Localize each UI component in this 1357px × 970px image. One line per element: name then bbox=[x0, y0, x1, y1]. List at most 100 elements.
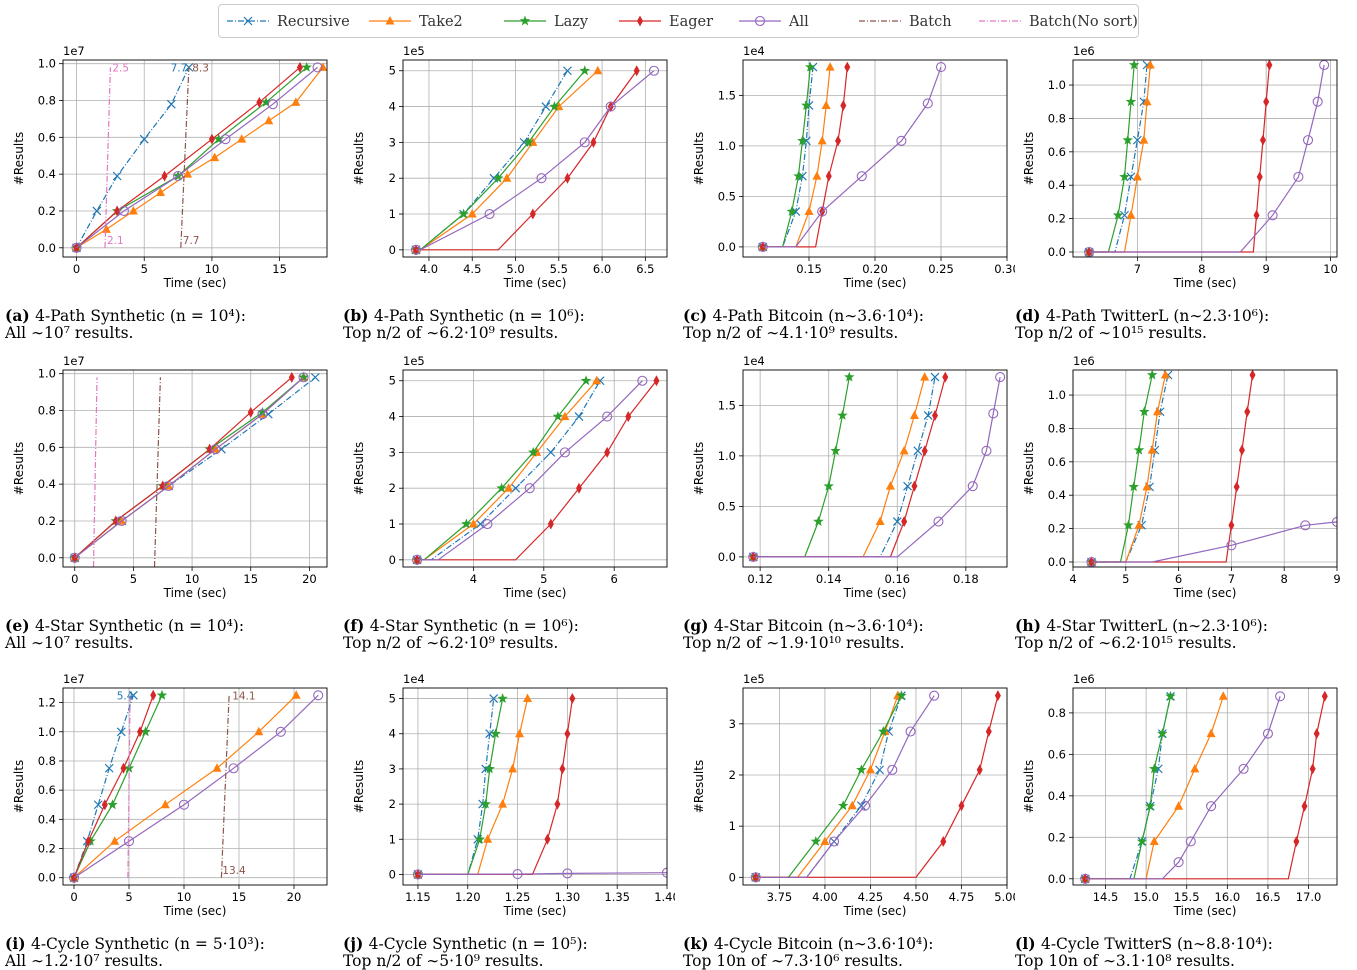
data-point-take2 bbox=[128, 205, 138, 215]
x-tick-label: 1.25 bbox=[505, 890, 531, 904]
x-tick-label: 0.15 bbox=[796, 262, 822, 276]
data-point-all bbox=[412, 869, 423, 880]
y-tick-label: 5 bbox=[389, 64, 396, 78]
y-tick-label: 0.0 bbox=[1048, 872, 1066, 886]
data-point-all bbox=[210, 444, 221, 455]
chart-caption-c: (c) 4-Path Bitcoin (n∼3.6·10⁴): Top n/2 o… bbox=[683, 307, 924, 342]
y-tick-label: 1 bbox=[389, 517, 396, 531]
data-point-lazy bbox=[1122, 134, 1133, 145]
series-line-all bbox=[416, 70, 655, 251]
chart-svg-f: 4 5 6 0 1 2 3 4 5 1e5 Time (sec) #Results bbox=[352, 354, 668, 600]
chart-panel-h: 4 5 6 7 8 9 0.0 0.2 0.4 0.6 0.8 1.0 1e6 Time (sec) #Re… bbox=[1015, 350, 1345, 609]
data-point-recursive bbox=[574, 412, 584, 421]
data-point-recursive bbox=[166, 99, 176, 109]
data-point-lazy bbox=[301, 61, 312, 72]
data-point-eager bbox=[1266, 60, 1273, 71]
caption-line-1: 4-Path Synthetic (n = 10⁶): bbox=[373, 307, 585, 325]
series-line-lazy bbox=[73, 695, 163, 878]
y-tick-label: 1 bbox=[389, 832, 396, 846]
data-point-all bbox=[118, 205, 129, 217]
data-point-lazy bbox=[492, 172, 504, 183]
data-point-eager bbox=[750, 551, 757, 563]
data-point-take2 bbox=[1126, 210, 1136, 219]
data-point-take2 bbox=[498, 799, 508, 808]
data-point-eager bbox=[958, 800, 965, 812]
caption-line-1: 4-Cycle Synthetic (n = 10⁵): bbox=[368, 935, 588, 953]
data-point-all bbox=[748, 551, 759, 562]
x-tick-label: 1.15 bbox=[405, 890, 431, 904]
chart-panel-g: 0.12 0.14 0.16 0.18 0.0 0.5 1.0 1.5 1e4 Time (sec… bbox=[685, 350, 1015, 609]
plot-frame bbox=[62, 59, 328, 258]
series-line-take2 bbox=[417, 380, 598, 561]
data-point-eager bbox=[296, 61, 303, 73]
caption-label: (g) bbox=[683, 616, 714, 635]
data-point-take2 bbox=[483, 834, 493, 843]
data-point-eager bbox=[208, 133, 215, 145]
x-tick-label: 9 bbox=[1333, 572, 1340, 586]
plot-frame bbox=[1072, 59, 1338, 258]
x-tick-label: 14.5 bbox=[1093, 890, 1119, 904]
x-tick-label: 7 bbox=[1228, 572, 1235, 586]
data-point-take2 bbox=[1139, 135, 1149, 144]
series-line-eager bbox=[417, 698, 573, 875]
caption-label: (j) bbox=[343, 934, 369, 953]
data-point-eager bbox=[288, 371, 295, 383]
series-line-eager bbox=[1085, 696, 1326, 880]
chart-caption-i: (i) 4-Cycle Synthetic (n = 5·10³): All ∼1… bbox=[5, 935, 265, 970]
data-point-lazy bbox=[480, 798, 491, 809]
chart-panel-a: 0 5 10 15 0.0 0.2 0.4 0.6 0.8 1.0 2.5 7.7 8.3 2.1 7.7 1… bbox=[5, 40, 335, 299]
data-point-recursive bbox=[903, 481, 912, 491]
data-point-take2 bbox=[804, 206, 814, 216]
y-tick-label: 0.8 bbox=[38, 754, 56, 768]
data-point-all bbox=[228, 763, 239, 774]
chart-svg-c: 0.15 0.20 0.25 0.30 0.0 0.5 1.0 1.5 1e4 Time (sec… bbox=[692, 44, 1020, 290]
caption-line-1: 4-Path Synthetic (n = 10⁴): bbox=[35, 307, 246, 325]
data-point-recursive bbox=[511, 483, 521, 493]
data-point-lazy bbox=[484, 763, 495, 774]
plot-frame bbox=[62, 369, 328, 568]
legend-label-lazy: Lazy bbox=[554, 14, 589, 30]
data-point-all bbox=[935, 62, 947, 73]
data-point-eager bbox=[825, 170, 832, 182]
data-point-take2 bbox=[920, 372, 930, 381]
data-point-all bbox=[757, 241, 768, 252]
plot-frame bbox=[402, 369, 668, 568]
caption-line-2: Top 10n of ∼7.3·10⁶ results. bbox=[683, 952, 903, 970]
data-point-eager bbox=[1259, 134, 1266, 146]
plot-frame bbox=[402, 59, 668, 258]
data-point-eager bbox=[1088, 556, 1095, 567]
data-point-all bbox=[178, 799, 190, 810]
data-point-take2 bbox=[264, 115, 274, 125]
data-point-all bbox=[1312, 96, 1323, 107]
y-tick-label: 0 bbox=[389, 867, 396, 881]
data-point-all bbox=[856, 171, 867, 182]
data-point-all bbox=[562, 868, 573, 879]
series-line-lazy bbox=[416, 70, 586, 251]
x-tick-label: 1.40 bbox=[654, 890, 675, 904]
data-point-lazy bbox=[140, 726, 151, 737]
series-line-eager bbox=[1091, 374, 1254, 563]
series-line-all bbox=[74, 376, 304, 559]
y-tick-label: 3 bbox=[389, 762, 396, 776]
data-point-recursive bbox=[913, 446, 923, 456]
chart-caption-g: (g) 4-Star Bitcoin (n∼3.6·10⁴): Top n/2 o… bbox=[683, 617, 924, 652]
data-point-lazy bbox=[260, 96, 272, 107]
data-point-all bbox=[275, 726, 286, 737]
data-point-all bbox=[637, 375, 648, 386]
data-point-eager bbox=[120, 762, 127, 774]
data-point-lazy bbox=[837, 800, 849, 811]
axis-exponent: 1e4 bbox=[743, 44, 765, 58]
y-axis-label: #Results bbox=[1022, 442, 1036, 495]
data-point-take2 bbox=[1145, 60, 1155, 69]
caption-label: (k) bbox=[683, 934, 714, 953]
axis-exponent: 1e6 bbox=[1073, 44, 1095, 58]
data-point-all bbox=[828, 836, 840, 847]
y-tick-label: 0.2 bbox=[38, 204, 56, 218]
y-tick-label: 0.4 bbox=[1048, 789, 1066, 803]
legend-label-batch: Batch bbox=[909, 14, 952, 30]
data-point-take2 bbox=[504, 483, 514, 492]
y-tick-label: 0.8 bbox=[1048, 706, 1066, 720]
series-line-batchns bbox=[127, 695, 131, 878]
data-point-eager bbox=[1233, 481, 1240, 493]
data-point-take2 bbox=[110, 836, 120, 845]
